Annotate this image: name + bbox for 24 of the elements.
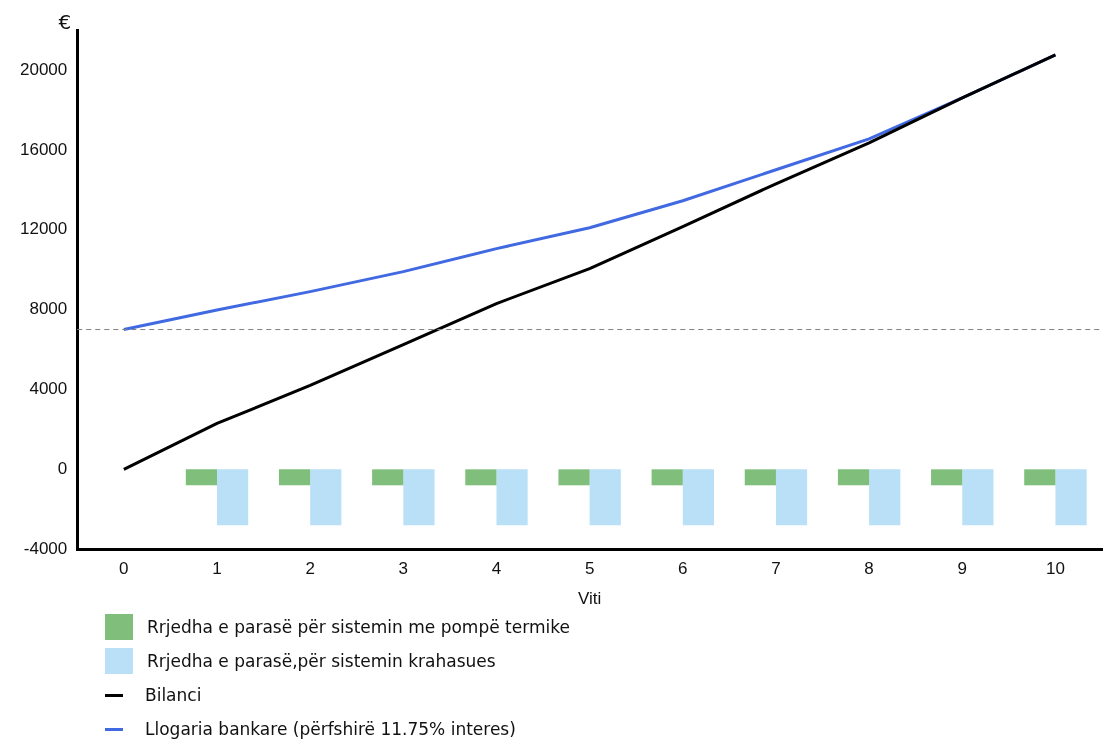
y-tick-label: 0 <box>57 459 68 479</box>
legend-label: Llogaria bankare (përfshirë 11.75% interes) <box>145 719 516 739</box>
x-tick-label: 2 <box>305 559 315 579</box>
x-tick-label: 4 <box>491 559 502 579</box>
x-tick-label: 10 <box>1045 559 1065 579</box>
x-axis-title: Viti <box>577 589 602 609</box>
y-axis-title: € <box>58 10 72 35</box>
x-tick-label: 9 <box>957 559 967 579</box>
x-tick-label: 7 <box>771 559 781 579</box>
x-tick-label: 1 <box>212 559 222 579</box>
legend-label: Bilanci <box>145 685 202 705</box>
x-tick-label: 8 <box>864 559 874 579</box>
y-tick-label: 4000 <box>29 379 68 399</box>
legend-label: Rrjedha e parasë,për sistemin krahasues <box>147 651 496 671</box>
y-tick-label: 12000 <box>19 219 68 239</box>
y-tick-label: -4000 <box>23 538 68 558</box>
x-tick-label: 5 <box>584 559 595 579</box>
legend-label: Rrjedha e parasë për sistemin me pompë termike <box>147 617 570 637</box>
x-tick-label: 3 <box>398 559 409 579</box>
x-tick-label: 0 <box>119 559 129 579</box>
y-tick-label: 8000 <box>29 299 68 319</box>
y-tick-label: 16000 <box>19 139 68 159</box>
x-tick-label: 6 <box>678 559 688 579</box>
y-tick-label: 20000 <box>19 59 68 79</box>
